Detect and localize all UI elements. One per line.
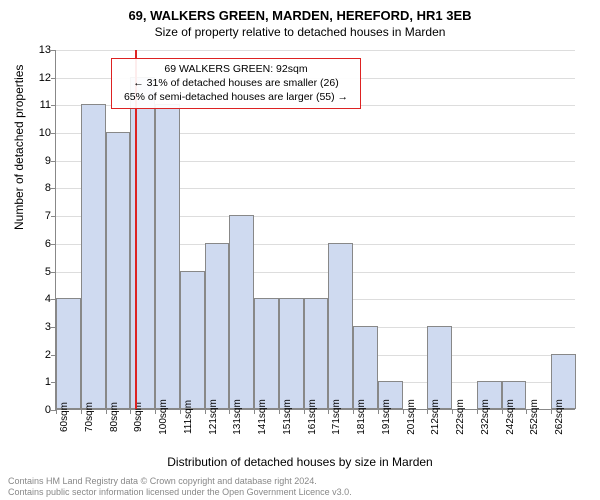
ytick-label: 10 (31, 127, 56, 139)
xtick-mark (427, 409, 428, 414)
xtick-label: 212sqm (430, 399, 441, 435)
xtick-mark (180, 409, 181, 414)
annotation-line: 65% of semi-detached houses are larger (… (118, 90, 354, 104)
xtick-mark (353, 409, 354, 414)
chart-title-main: 69, WALKERS GREEN, MARDEN, HEREFORD, HR1… (0, 0, 600, 23)
xtick-label: 121sqm (208, 399, 219, 435)
ytick-label: 2 (31, 349, 56, 361)
x-axis-label: Distribution of detached houses by size … (0, 455, 600, 469)
xtick-mark (279, 409, 280, 414)
histogram-bar (229, 215, 254, 409)
xtick-mark (56, 409, 57, 414)
ytick-label: 7 (31, 210, 56, 222)
xtick-mark (205, 409, 206, 414)
histogram-bar (205, 243, 230, 409)
xtick-label: 242sqm (505, 399, 516, 435)
histogram-bar (427, 326, 452, 409)
footer-attribution: Contains HM Land Registry data © Crown c… (8, 476, 352, 498)
xtick-mark (477, 409, 478, 414)
histogram-bar (180, 271, 205, 409)
annotation-line: 69 WALKERS GREEN: 92sqm (118, 62, 354, 76)
xtick-mark (155, 409, 156, 414)
xtick-label: 111sqm (183, 400, 194, 434)
ytick-label: 1 (31, 376, 56, 388)
histogram-bar (304, 298, 329, 409)
xtick-mark (304, 409, 305, 414)
annotation-line: ← 31% of detached houses are smaller (26… (118, 76, 354, 90)
xtick-mark (378, 409, 379, 414)
xtick-label: 60sqm (59, 402, 70, 432)
xtick-label: 151sqm (282, 399, 293, 435)
xtick-label: 100sqm (158, 399, 169, 435)
footer-line: Contains public sector information licen… (8, 487, 352, 498)
xtick-label: 222sqm (455, 399, 466, 435)
histogram-bar (328, 243, 353, 409)
xtick-label: 262sqm (554, 399, 565, 435)
xtick-mark (328, 409, 329, 414)
annotation-box: 69 WALKERS GREEN: 92sqm← 31% of detached… (111, 58, 361, 109)
xtick-label: 201sqm (406, 399, 417, 435)
xtick-mark (106, 409, 107, 414)
ytick-label: 13 (31, 44, 56, 56)
ytick-label: 3 (31, 321, 56, 333)
histogram-bar (279, 298, 304, 409)
xtick-mark (502, 409, 503, 414)
gridline (56, 50, 575, 51)
xtick-label: 141sqm (257, 399, 268, 435)
ytick-label: 6 (31, 238, 56, 250)
histogram-bar (254, 298, 279, 409)
xtick-label: 252sqm (529, 399, 540, 435)
histogram-bar (353, 326, 378, 409)
chart-plot-area: 01234567891011121360sqm70sqm80sqm90sqm10… (55, 50, 575, 410)
xtick-label: 80sqm (109, 402, 120, 432)
xtick-mark (229, 409, 230, 414)
ytick-label: 11 (31, 99, 56, 111)
xtick-mark (452, 409, 453, 414)
ytick-label: 5 (31, 266, 56, 278)
xtick-mark (403, 409, 404, 414)
xtick-mark (551, 409, 552, 414)
xtick-label: 181sqm (356, 399, 367, 435)
xtick-label: 191sqm (381, 399, 392, 435)
xtick-label: 131sqm (232, 399, 243, 435)
xtick-label: 232sqm (480, 399, 491, 435)
histogram-bar (155, 104, 180, 409)
histogram-bar (130, 77, 155, 409)
xtick-mark (526, 409, 527, 414)
chart-title-sub: Size of property relative to detached ho… (0, 23, 600, 39)
y-axis-label: Number of detached properties (12, 65, 26, 230)
xtick-mark (81, 409, 82, 414)
xtick-label: 171sqm (331, 399, 342, 435)
ytick-label: 0 (31, 404, 56, 416)
xtick-mark (254, 409, 255, 414)
footer-line: Contains HM Land Registry data © Crown c… (8, 476, 352, 487)
histogram-bar (106, 132, 131, 409)
histogram-bar (81, 104, 106, 409)
xtick-label: 70sqm (84, 402, 95, 432)
histogram-bar (56, 298, 81, 409)
xtick-label: 161sqm (307, 399, 318, 435)
xtick-mark (130, 409, 131, 414)
ytick-label: 9 (31, 155, 56, 167)
ytick-label: 8 (31, 182, 56, 194)
ytick-label: 4 (31, 293, 56, 305)
ytick-label: 12 (31, 72, 56, 84)
